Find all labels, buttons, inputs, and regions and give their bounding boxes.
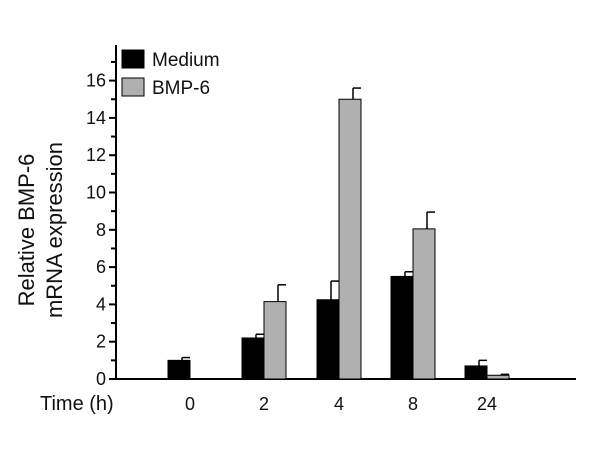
x-tick-label: 8 <box>408 394 418 414</box>
bar-bmp6 <box>486 374 510 380</box>
bar-bmp6 <box>412 228 436 380</box>
legend: Medium BMP-6 <box>121 49 220 99</box>
bar-bmp6 <box>263 301 287 380</box>
y-tick-label: 4 <box>96 294 106 314</box>
x-tick-label: 4 <box>334 394 344 414</box>
legend-label: Medium <box>152 50 220 71</box>
y-tick-label: 16 <box>86 71 106 91</box>
y-tick-label: 14 <box>86 108 106 128</box>
x-axis-label: Time (h) <box>40 393 114 415</box>
bar-medium <box>390 275 414 380</box>
y-tick-label: 10 <box>86 183 106 203</box>
bar-medium <box>316 299 340 380</box>
y-tick-label: 0 <box>96 369 106 389</box>
error-bars <box>181 87 509 376</box>
x-tick-label: 2 <box>259 394 269 414</box>
y-tick-label: 6 <box>96 257 106 277</box>
y-axis: 0 2 4 6 8 10 12 14 16 <box>86 45 117 389</box>
bar-medium <box>464 365 488 380</box>
y-tick-label: 8 <box>96 220 106 240</box>
bars <box>167 98 510 380</box>
legend-label: BMP-6 <box>152 78 210 99</box>
legend-swatch <box>121 49 145 69</box>
y-axis-label-line-2: mRNA expression <box>42 142 67 318</box>
y-axis-label-line-1: Relative BMP-6 <box>14 154 39 307</box>
x-axis: 0 2 4 8 24 <box>116 378 576 414</box>
bar-bmp6 <box>338 98 362 380</box>
bar-medium <box>167 359 191 380</box>
x-tick-label: 24 <box>477 394 497 414</box>
x-tick-label: 0 <box>185 394 195 414</box>
legend-swatch <box>121 77 145 97</box>
y-tick-label: 2 <box>96 332 106 352</box>
y-axis-label: Relative BMP-6 mRNA expression <box>14 142 67 318</box>
y-tick-label: 12 <box>86 145 106 165</box>
bar-medium <box>241 337 265 380</box>
